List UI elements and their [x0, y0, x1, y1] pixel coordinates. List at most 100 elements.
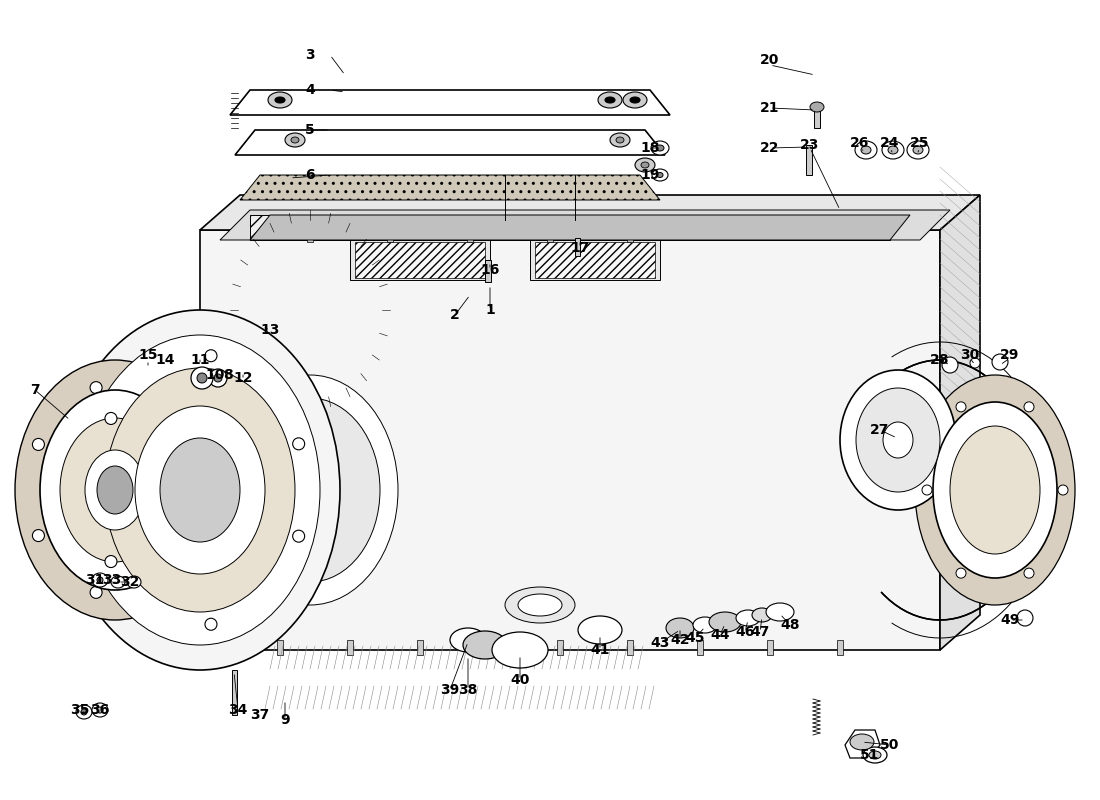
- Ellipse shape: [882, 141, 904, 159]
- Ellipse shape: [214, 374, 222, 382]
- Ellipse shape: [956, 568, 966, 578]
- Ellipse shape: [616, 137, 624, 143]
- Ellipse shape: [60, 418, 170, 562]
- Text: 47: 47: [750, 625, 770, 639]
- Polygon shape: [250, 215, 910, 240]
- Text: 39: 39: [440, 683, 460, 697]
- Ellipse shape: [32, 530, 44, 542]
- Bar: [277, 640, 283, 655]
- Ellipse shape: [222, 375, 398, 605]
- Ellipse shape: [752, 608, 772, 622]
- Ellipse shape: [652, 169, 668, 181]
- Ellipse shape: [293, 438, 305, 450]
- Ellipse shape: [92, 573, 108, 587]
- Ellipse shape: [883, 422, 913, 458]
- Ellipse shape: [598, 92, 622, 108]
- Ellipse shape: [888, 146, 898, 154]
- Polygon shape: [350, 240, 490, 280]
- Ellipse shape: [81, 709, 87, 715]
- Polygon shape: [940, 195, 980, 650]
- Ellipse shape: [205, 350, 217, 362]
- Bar: [557, 640, 563, 655]
- Text: 13: 13: [261, 323, 279, 337]
- Text: 42: 42: [670, 633, 690, 647]
- Text: 2: 2: [450, 308, 460, 322]
- Ellipse shape: [864, 747, 887, 763]
- Text: 17: 17: [570, 241, 590, 255]
- Text: 3: 3: [305, 48, 315, 62]
- Ellipse shape: [104, 555, 117, 567]
- Ellipse shape: [97, 707, 103, 713]
- Ellipse shape: [505, 587, 575, 623]
- Polygon shape: [200, 230, 940, 650]
- Ellipse shape: [90, 382, 102, 394]
- Text: 35: 35: [70, 703, 90, 717]
- Ellipse shape: [578, 616, 621, 644]
- Ellipse shape: [630, 97, 640, 103]
- Text: 21: 21: [760, 101, 780, 115]
- Text: 20: 20: [760, 53, 780, 67]
- Ellipse shape: [450, 628, 486, 652]
- Polygon shape: [235, 130, 666, 155]
- Text: 16: 16: [481, 263, 499, 277]
- Text: 34: 34: [229, 703, 248, 717]
- Ellipse shape: [240, 398, 380, 582]
- Ellipse shape: [191, 367, 213, 389]
- Ellipse shape: [922, 485, 932, 495]
- Ellipse shape: [209, 369, 227, 387]
- Ellipse shape: [162, 566, 174, 578]
- Ellipse shape: [915, 375, 1075, 605]
- Bar: [307, 232, 314, 242]
- Ellipse shape: [160, 438, 240, 542]
- Ellipse shape: [1024, 568, 1034, 578]
- Ellipse shape: [908, 141, 930, 159]
- Ellipse shape: [275, 97, 285, 103]
- Ellipse shape: [85, 450, 145, 530]
- Bar: [346, 640, 353, 655]
- Text: 4: 4: [305, 83, 315, 97]
- Text: 43: 43: [650, 636, 670, 650]
- Bar: [250, 215, 890, 240]
- Bar: [627, 232, 632, 242]
- Text: 36: 36: [90, 703, 110, 717]
- Ellipse shape: [104, 413, 117, 425]
- Ellipse shape: [197, 373, 207, 383]
- Ellipse shape: [651, 141, 669, 155]
- Text: eurospares: eurospares: [163, 334, 497, 386]
- Ellipse shape: [635, 158, 654, 172]
- Text: 50: 50: [880, 738, 900, 752]
- Ellipse shape: [40, 390, 190, 590]
- Bar: [468, 232, 473, 242]
- Bar: [627, 640, 632, 655]
- Text: 19: 19: [640, 168, 660, 182]
- Ellipse shape: [992, 354, 1008, 370]
- Bar: [355, 242, 485, 278]
- Polygon shape: [814, 108, 820, 128]
- Ellipse shape: [194, 484, 206, 496]
- Ellipse shape: [76, 705, 92, 719]
- Ellipse shape: [766, 603, 794, 621]
- Ellipse shape: [205, 618, 217, 630]
- Polygon shape: [230, 90, 670, 115]
- Text: 9: 9: [280, 713, 289, 727]
- Polygon shape: [530, 240, 660, 280]
- Ellipse shape: [463, 631, 507, 659]
- Polygon shape: [240, 175, 660, 200]
- Text: 45: 45: [685, 631, 705, 645]
- Ellipse shape: [950, 426, 1040, 554]
- Ellipse shape: [126, 576, 141, 588]
- Ellipse shape: [15, 360, 214, 620]
- Text: 25: 25: [911, 136, 930, 150]
- Text: 38: 38: [459, 683, 477, 697]
- Ellipse shape: [1018, 610, 1033, 626]
- Ellipse shape: [1024, 402, 1034, 412]
- Text: 24: 24: [880, 136, 900, 150]
- Ellipse shape: [850, 734, 875, 750]
- Ellipse shape: [641, 162, 649, 168]
- Text: 18: 18: [640, 141, 660, 155]
- Ellipse shape: [855, 141, 877, 159]
- Text: 1: 1: [485, 303, 495, 317]
- Text: 48: 48: [780, 618, 800, 632]
- Bar: [806, 145, 812, 175]
- Ellipse shape: [97, 577, 103, 583]
